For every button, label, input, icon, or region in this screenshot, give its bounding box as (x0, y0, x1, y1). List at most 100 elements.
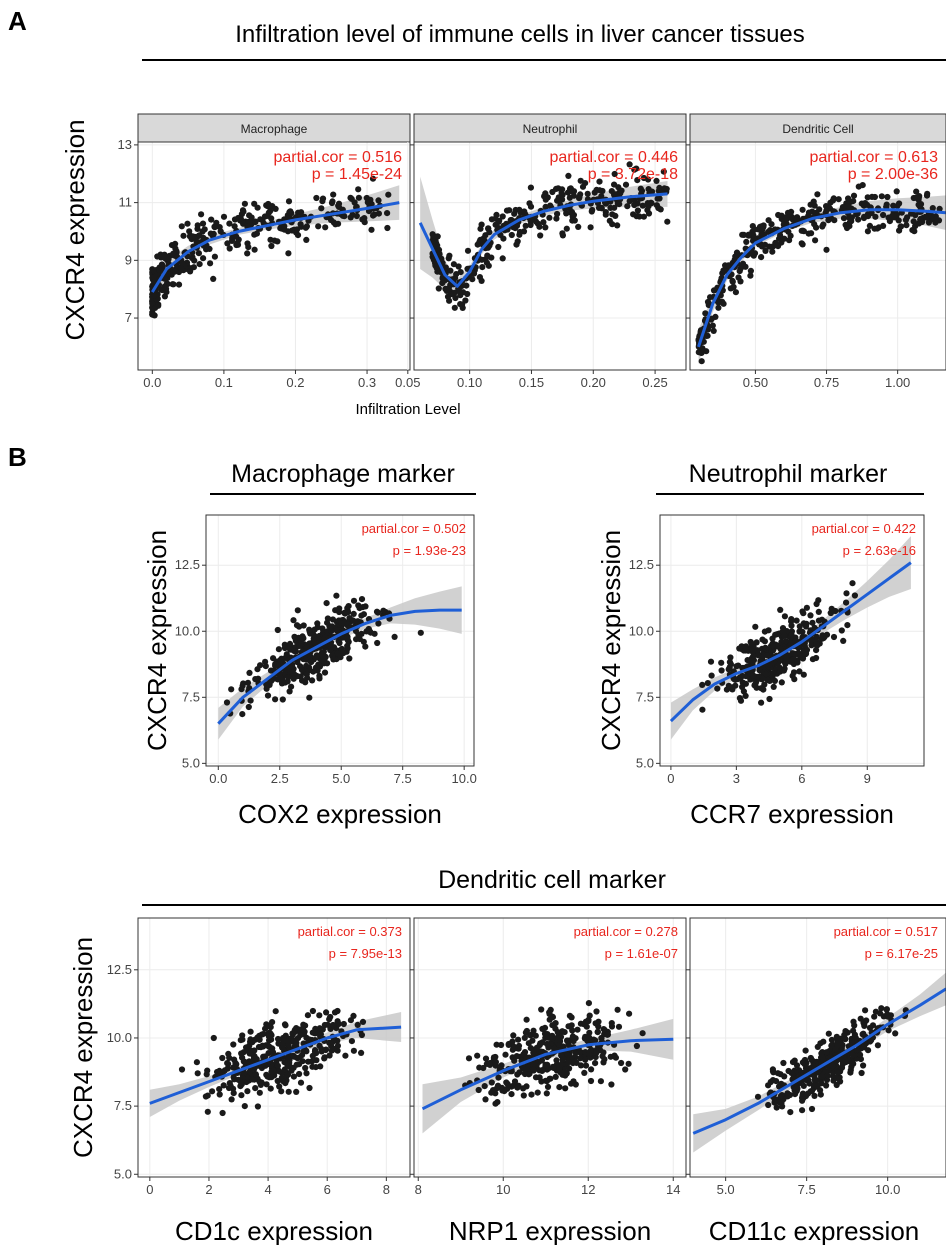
data-point (570, 211, 578, 219)
data-point (520, 1092, 527, 1099)
partial-cor-label: partial.cor = 0.517 (834, 924, 938, 939)
data-point (177, 265, 185, 272)
data-point (293, 1088, 300, 1095)
data-point (152, 304, 159, 311)
data-point (329, 198, 336, 205)
data-point (789, 1059, 797, 1066)
data-point (750, 672, 757, 679)
data-point (294, 659, 301, 666)
data-point (777, 606, 784, 614)
data-point (272, 205, 279, 212)
data-point (488, 1079, 495, 1086)
data-point (226, 245, 233, 252)
data-point (803, 646, 811, 654)
data-point (708, 672, 715, 679)
data-point (216, 224, 223, 231)
data-point (845, 195, 852, 202)
data-point (360, 611, 367, 618)
data-point (275, 1040, 282, 1047)
data-point (355, 194, 362, 201)
y-tick-label: 7.5 (636, 689, 654, 704)
data-point (306, 694, 313, 701)
data-point (313, 194, 320, 202)
data-point (220, 213, 228, 220)
data-point (811, 1092, 818, 1099)
data-point (484, 252, 491, 259)
data-point (868, 1037, 875, 1044)
data-point (863, 1017, 870, 1024)
data-point (292, 648, 299, 655)
data-point (309, 1063, 316, 1070)
data-point (586, 1034, 593, 1041)
data-point (699, 681, 706, 689)
data-point (892, 1030, 899, 1037)
data-point (630, 211, 637, 218)
data-point (544, 1083, 552, 1090)
data-point (310, 631, 317, 638)
data-point (240, 680, 247, 687)
data-point (452, 294, 459, 302)
data-point (490, 1054, 498, 1061)
y-tick-label: 10.0 (629, 623, 654, 638)
data-point (923, 192, 931, 199)
data-point (754, 1093, 762, 1100)
x-tick-label: 6 (798, 771, 805, 786)
data-point (732, 289, 740, 296)
data-point (235, 214, 242, 222)
data-point (552, 1073, 559, 1080)
data-point (316, 1025, 323, 1032)
macrophage-marker-title: Macrophage marker (231, 460, 455, 488)
data-point (345, 603, 352, 610)
data-point (851, 592, 859, 599)
data-point (720, 300, 727, 307)
data-point (523, 1083, 530, 1090)
data-point (534, 1089, 541, 1096)
data-point (321, 669, 329, 676)
data-point (778, 1080, 785, 1087)
data-point (275, 1035, 282, 1043)
data-point (504, 1085, 511, 1092)
data-point (814, 1082, 821, 1089)
data-point (513, 1053, 520, 1060)
data-point (264, 692, 272, 699)
data-point (752, 679, 759, 687)
data-point (842, 221, 849, 228)
data-point (864, 194, 871, 201)
data-point (549, 1035, 556, 1042)
data-point (762, 644, 769, 651)
data-point (855, 216, 862, 223)
x-tick-label: 5.0 (717, 1182, 735, 1197)
data-point (260, 1031, 267, 1038)
data-point (207, 260, 214, 267)
data-point (255, 675, 262, 682)
data-point (872, 213, 879, 220)
data-point (237, 1078, 244, 1085)
data-point (777, 668, 784, 675)
data-point (265, 200, 272, 208)
data-point (799, 1059, 807, 1066)
data-point (476, 274, 483, 281)
data-point (190, 233, 197, 240)
data-point (358, 1049, 365, 1056)
data-point (161, 275, 168, 282)
data-point (554, 210, 561, 218)
data-point (933, 216, 940, 223)
data-point (169, 281, 176, 288)
data-point (435, 285, 442, 292)
data-point (300, 1021, 307, 1028)
data-point (184, 220, 191, 227)
data-point (625, 1060, 632, 1067)
data-point (276, 1083, 283, 1090)
data-point (179, 260, 186, 267)
data-point (592, 1020, 599, 1027)
data-point (335, 202, 342, 209)
data-point (549, 1014, 557, 1021)
data-point (250, 1055, 258, 1062)
data-point (252, 1085, 259, 1092)
data-point (834, 1069, 841, 1076)
data-point (657, 206, 664, 213)
data-point (324, 660, 331, 667)
data-point (522, 1029, 530, 1036)
